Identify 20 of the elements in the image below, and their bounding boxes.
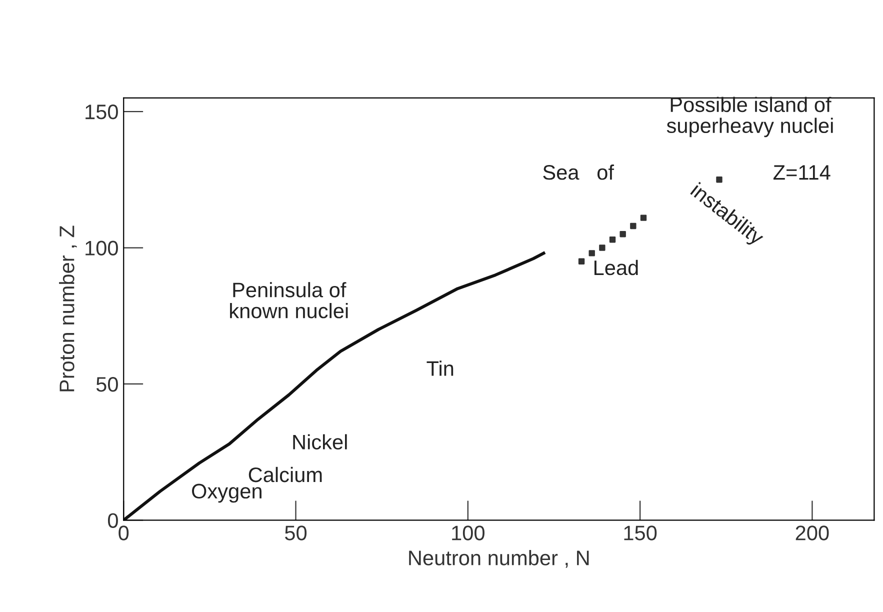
- x-tick-label: 100: [452, 526, 484, 540]
- x-tick-label: 150: [624, 526, 657, 540]
- x-tick-label: 0: [118, 526, 129, 540]
- y-tick-label: 150: [86, 104, 118, 120]
- y-axis-title: Proton number , Z: [59, 226, 77, 392]
- annotation: Z=114: [773, 165, 830, 180]
- x-tick-label: 200: [796, 526, 829, 540]
- annotation: Possible island of superheavy nuclei: [666, 96, 833, 138]
- y-tick-label: 100: [86, 240, 118, 256]
- annotation: Nickel: [293, 434, 347, 450]
- x-tick-label: 50: [285, 526, 307, 540]
- annotation: Sea of: [543, 164, 614, 180]
- y-tick-label: 0: [108, 513, 118, 528]
- annotation: Lead: [594, 260, 638, 276]
- y-tick-label: 50: [96, 376, 118, 392]
- annotation: Calcium: [248, 466, 322, 482]
- x-axis-title: Neutron number , N: [409, 550, 589, 568]
- annotation: Oxygen: [192, 484, 262, 503]
- annotation: Peninsula of known nuclei: [230, 282, 348, 318]
- annotation: Tin: [426, 360, 454, 376]
